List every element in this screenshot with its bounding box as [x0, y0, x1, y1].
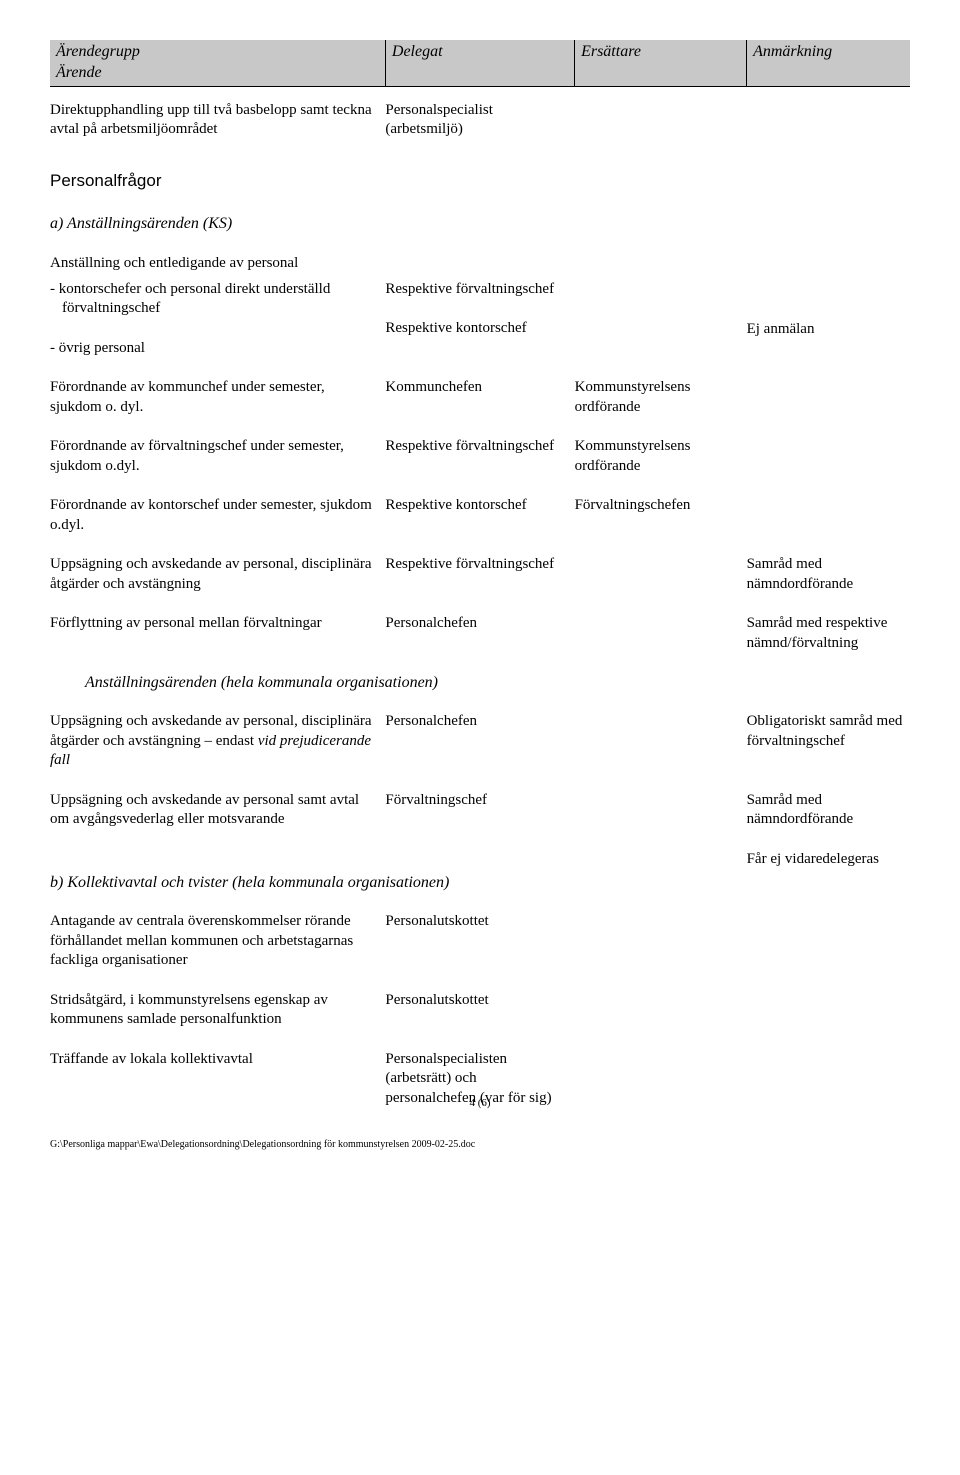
subsection-b-title: b) Kollektivavtal och tvister (hela komm…: [50, 873, 904, 894]
delegat-cell: Respektive förvaltningschef: [385, 437, 574, 476]
ersattare-cell: [575, 850, 747, 870]
arende-cell: [50, 850, 385, 870]
delegat-cell: Respektive kontorschef: [385, 496, 574, 535]
subsection-anst-hela: Anställningsärenden (hela kommunala orga…: [50, 673, 904, 694]
anm-cell: [747, 101, 910, 140]
table-row: Förordnande av kontorschef under semeste…: [50, 496, 910, 535]
header-col1: Ärendegrupp Ärende: [50, 40, 385, 86]
anm-cell: [747, 496, 910, 535]
table-row: Får ej vidaredelegeras: [50, 850, 910, 870]
column-header-table: Ärendegrupp Ärende Delegat Ersättare Anm…: [50, 40, 910, 87]
header-col1-row1: Ärendegrupp: [56, 43, 140, 60]
arende-cell: Anställning och entledigande av personal: [50, 254, 910, 274]
list-item: övrig personal: [50, 339, 379, 359]
delegat-cell: Kommunchefen: [385, 378, 574, 417]
ersattare-cell: [575, 712, 747, 771]
delegat-cell: Personalutskottet: [385, 991, 574, 1030]
ersattare-cell: Förvaltningschefen: [575, 496, 747, 535]
arende-cell: Förordnande av kontorschef under semeste…: [50, 496, 385, 535]
list-item: kontorschefer och personal direkt unders…: [50, 280, 379, 319]
ersattare-cell: [575, 791, 747, 830]
delegat-cell: Respektive förvaltningschef: [385, 555, 574, 594]
subsection-a-title: a) Anställningsärenden (KS): [50, 214, 904, 235]
table-row: Direktupphandling upp till två basbelopp…: [50, 101, 910, 140]
delegat-item: Respektive förvaltningschef: [385, 280, 568, 300]
arende-cell: Antagande av centrala överenskommelser r…: [50, 912, 385, 971]
arende-cell: Uppsägning och avskedande av personal sa…: [50, 791, 385, 830]
delegat-cell: Personalutskottet: [385, 912, 574, 971]
anm-cell: Obligatoriskt samråd med förvaltningsche…: [747, 712, 910, 771]
ersattare-cell: [575, 614, 747, 653]
header-col2: Delegat: [385, 40, 574, 86]
header-col1-row2: Ärende: [56, 64, 102, 81]
delegat-cell: Personalchefen: [385, 614, 574, 653]
arende-cell: kontorschefer och personal direkt unders…: [50, 280, 385, 359]
table-row: Uppsägning och avskedande av personal, d…: [50, 555, 910, 594]
arende-cell: Uppsägning och avskedande av personal, d…: [50, 712, 385, 771]
table-row: Antagande av centrala överenskommelser r…: [50, 912, 910, 971]
table-row: Förflyttning av personal mellan förvaltn…: [50, 614, 910, 653]
ersattare-cell: [575, 101, 747, 140]
ersattare-cell: [575, 555, 747, 594]
table-row: kontorschefer och personal direkt unders…: [50, 280, 910, 359]
anm-cell: Samråd med respektive nämnd/förvaltning: [747, 614, 910, 653]
ersattare-cell: Kommunstyrelsens ordförande: [575, 378, 747, 417]
anm-cell: [747, 991, 910, 1030]
ersattare-cell: Kommunstyrelsens ordförande: [575, 437, 747, 476]
page-number: 4 (6): [50, 1096, 910, 1110]
delegat-cell: Förvaltningschef: [385, 791, 574, 830]
table-row: Uppsägning och avskedande av personal, d…: [50, 712, 910, 771]
table-row: Förordnande av kommunchef under semester…: [50, 378, 910, 417]
anm-cell: [747, 912, 910, 971]
ersattare-cell: [575, 280, 747, 359]
table-row: Anställning och entledigande av personal: [50, 254, 910, 274]
arende-cell: Förflyttning av personal mellan förvaltn…: [50, 614, 385, 653]
section-title-personalfragor: Personalfrågor: [50, 170, 904, 192]
delegat-cell: Respektive förvaltningschef Respektive k…: [385, 280, 574, 359]
anm-item: Ej anmälan: [747, 320, 904, 340]
delegat-cell: [385, 850, 574, 870]
arende-cell: Direktupphandling upp till två basbelopp…: [50, 101, 385, 140]
content-table: Direktupphandling upp till två basbelopp…: [50, 101, 910, 1108]
header-col3: Ersättare: [575, 40, 747, 86]
ersattare-cell: [575, 912, 747, 971]
delegat-cell: Personalspecialist (arbetsmiljö): [385, 101, 574, 140]
ersattare-cell: [575, 991, 747, 1030]
anm-cell: Samråd med nämndordförande: [747, 555, 910, 594]
anm-cell: [747, 378, 910, 417]
table-row: Uppsägning och avskedande av personal sa…: [50, 791, 910, 830]
anm-cell: Ej anmälan: [747, 280, 910, 359]
anm-cell: Får ej vidaredelegeras: [747, 850, 910, 870]
anm-cell: [747, 437, 910, 476]
arende-cell: Uppsägning och avskedande av personal, d…: [50, 555, 385, 594]
footer-path: G:\Personliga mappar\Ewa\Delegationsordn…: [50, 1138, 910, 1151]
table-row: Stridsåtgärd, i kommunstyrelsens egenska…: [50, 991, 910, 1030]
header-col4: Anmärkning: [747, 40, 910, 86]
delegat-cell: Personalchefen: [385, 712, 574, 771]
anm-cell: Samråd med nämndordförande: [747, 791, 910, 830]
table-row: Förordnande av förvaltningschef under se…: [50, 437, 910, 476]
arende-cell: Stridsåtgärd, i kommunstyrelsens egenska…: [50, 991, 385, 1030]
arende-cell: Förordnande av kommunchef under semester…: [50, 378, 385, 417]
arende-cell: Förordnande av förvaltningschef under se…: [50, 437, 385, 476]
delegat-item: Respektive kontorschef: [385, 319, 568, 339]
dash-list: kontorschefer och personal direkt unders…: [50, 280, 379, 359]
